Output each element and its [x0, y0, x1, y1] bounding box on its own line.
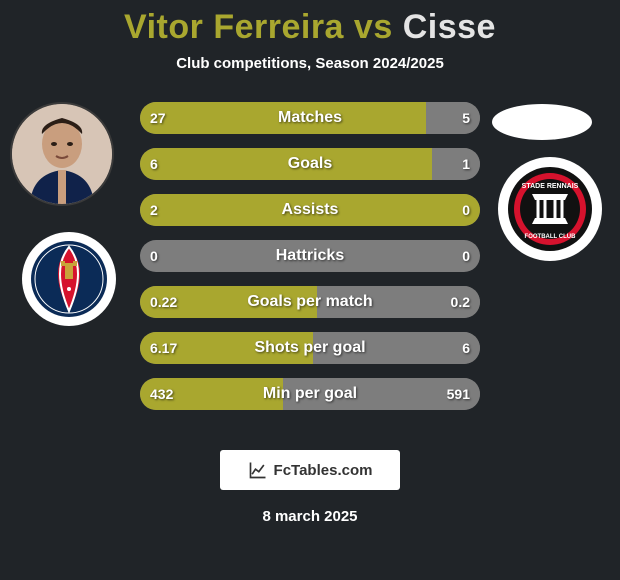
stat-row: 61Goals — [140, 148, 480, 180]
vs-text: vs — [354, 8, 393, 46]
watermark: FcTables.com — [220, 450, 400, 490]
svg-text:STADE RENNAIS: STADE RENNAIS — [522, 183, 579, 190]
stat-bar-right — [313, 332, 480, 364]
stat-value-left: 0 — [150, 248, 158, 264]
stat-row: 0 0Hattricks — [140, 240, 480, 272]
stat-bar-left — [140, 286, 317, 318]
stat-row: 0.220.2Goals per match — [140, 286, 480, 318]
subtitle: Club competitions, Season 2024/2025 — [0, 55, 620, 72]
stat-bar-left — [140, 148, 432, 180]
player-right-avatar — [492, 104, 592, 140]
stat-value-right: 0 — [462, 248, 470, 264]
stade-rennais-crest: STADE RENNAIS FOOTBALL CLUB — [498, 157, 602, 261]
stat-bar-left — [140, 332, 313, 364]
player-left-name: Vitor Ferreira — [124, 8, 344, 46]
comparison-chart: STADE RENNAIS FOOTBALL CLUB 275Matches 61… — [0, 102, 620, 432]
stat-row: 20Assists — [140, 194, 480, 226]
player-left-avatar — [10, 102, 114, 206]
page-title: Vitor Ferreira vs Cisse — [0, 0, 620, 47]
stat-bar-left — [140, 102, 426, 134]
stat-bar-right — [426, 102, 480, 134]
stat-bars: 275Matches 61Goals 20Assists 0 0Hattricks 0.2… — [140, 102, 480, 424]
stat-bar-right — [432, 148, 480, 180]
stat-label: Hattricks — [140, 247, 480, 265]
chart-icon — [248, 460, 268, 480]
psg-crest — [22, 232, 116, 326]
date-text: 8 march 2025 — [0, 508, 620, 525]
svg-text:FOOTBALL CLUB: FOOTBALL CLUB — [525, 234, 577, 240]
stat-row: 6.176Shots per goal — [140, 332, 480, 364]
player-right-name: Cisse — [403, 8, 496, 46]
stat-bar-left — [140, 378, 283, 410]
watermark-text: FcTables.com — [274, 462, 373, 479]
stat-row: 275Matches — [140, 102, 480, 134]
stat-bar-right — [317, 286, 480, 318]
stat-row: 432591Min per goal — [140, 378, 480, 410]
stat-bar-left — [140, 194, 480, 226]
stat-bar-right — [283, 378, 480, 410]
